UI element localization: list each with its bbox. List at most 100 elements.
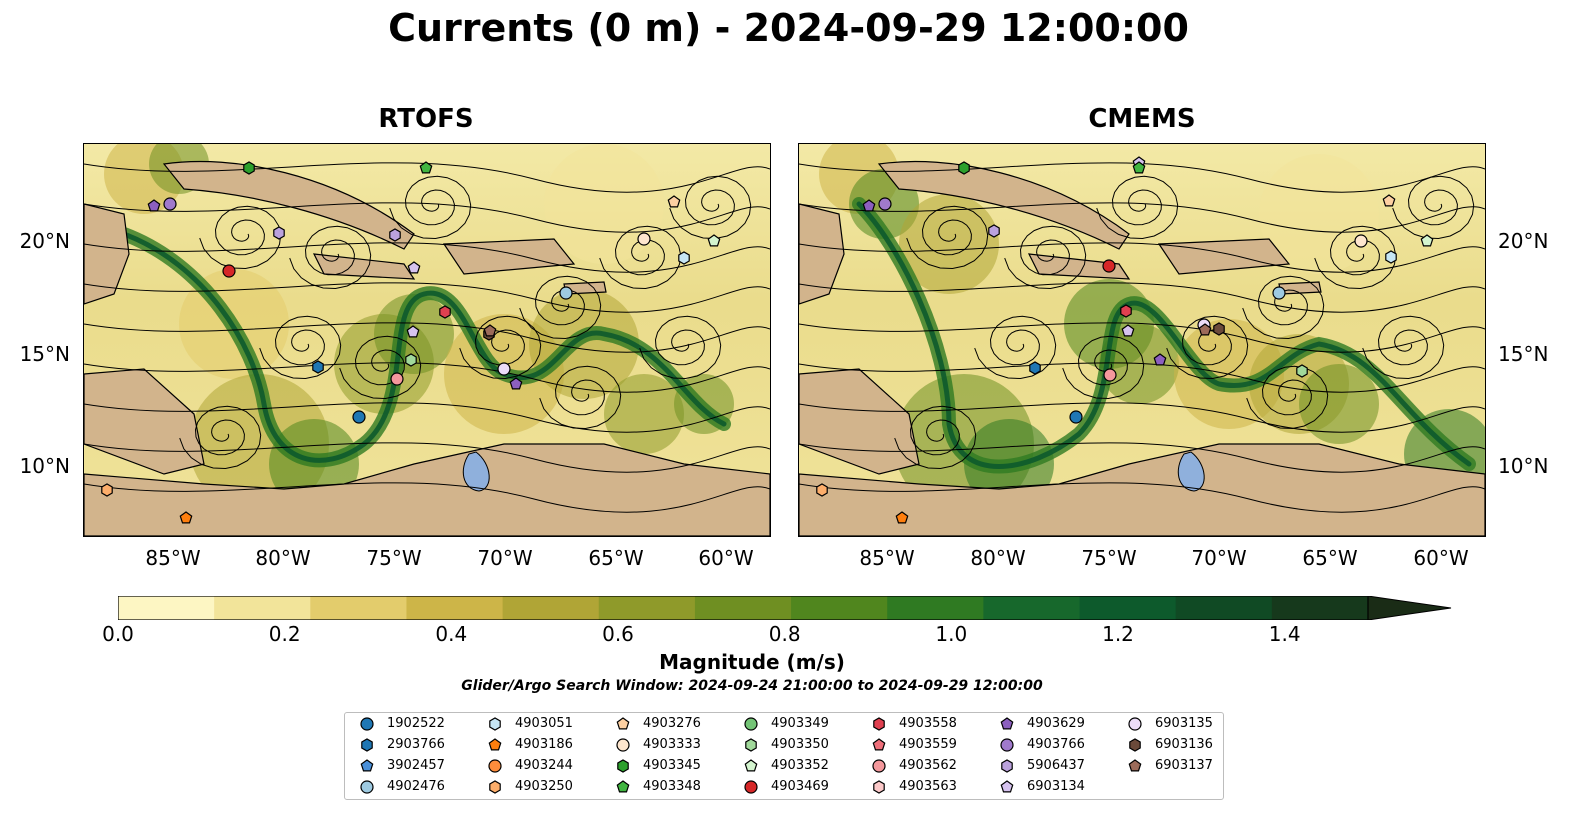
legend-label: 4903333 (643, 737, 701, 752)
float-marker-4902476 (1272, 286, 1286, 300)
legend-marker (360, 759, 374, 772)
colorbar-segment (118, 596, 215, 620)
legend-label: 4903469 (771, 779, 829, 794)
legend-marker (488, 738, 502, 751)
legend-marker (744, 759, 758, 772)
legend-marker (872, 759, 886, 773)
colorbar-tick-label: 1.4 (1268, 622, 1301, 646)
hexagon-marker-icon (1129, 738, 1141, 752)
panel-title-rtofs: RTOFS (378, 104, 474, 134)
legend-label: 4903563 (899, 779, 957, 794)
x-tick-label: 85°W (145, 546, 201, 570)
legend-label: 4903244 (515, 758, 573, 773)
x-tick-label: 85°W (859, 546, 915, 570)
legend: 1902522 2903766 3902457 4902476 4903051 49031… (344, 712, 1224, 800)
x-tick-label: 75°W (366, 546, 422, 570)
legend-label: 4903629 (1027, 716, 1085, 731)
legend-marker (360, 717, 374, 731)
legend-marker (1000, 738, 1014, 752)
float-marker-6903135 (497, 362, 511, 376)
legend-label: 4903276 (643, 716, 701, 731)
central-america-land (84, 368, 205, 475)
float-marker-4903250 (816, 483, 828, 497)
jamaica-land (312, 253, 416, 280)
colorbar-segment (502, 596, 600, 620)
pentagon-marker-icon (1000, 780, 1014, 793)
colorbar-extend-arrow (1367, 596, 1452, 620)
cuba-land (162, 160, 415, 250)
lake-maracaibo (1177, 451, 1205, 492)
float-marker-5906437 (988, 224, 1000, 238)
float-marker-4903766 (163, 197, 177, 211)
cmems-map-svg (799, 144, 1485, 536)
circle-marker-icon (360, 780, 374, 794)
legend-marker (744, 780, 758, 794)
circle-marker-icon (1000, 738, 1014, 752)
legend-label: 4903051 (515, 716, 573, 731)
colorbar-segment (1175, 596, 1273, 620)
pentagon-marker-icon (872, 738, 886, 751)
float-marker-5906437 (389, 228, 401, 242)
legend-marker (360, 780, 374, 794)
hexagon-marker-icon (489, 717, 501, 731)
hexagon-marker-icon (361, 738, 373, 752)
x-tick-label: 60°W (698, 546, 754, 570)
float-marker-4903333 (1354, 234, 1368, 248)
cuba-land (877, 160, 1130, 250)
legend-label: 4903186 (515, 737, 573, 752)
hexagon-marker-icon (873, 780, 885, 794)
legend-label: 2903766 (387, 737, 445, 752)
hispaniola-land (1157, 238, 1291, 275)
colorbar-label: Magnitude (m/s) (659, 650, 845, 674)
x-tick-label: 60°W (1413, 546, 1469, 570)
float-marker-4903629 (1153, 353, 1167, 366)
legend-marker (616, 780, 630, 793)
legend-marker (1129, 738, 1141, 752)
colorbar (118, 596, 1452, 620)
float-marker-4903352 (1420, 234, 1434, 247)
x-tick-label: 70°W (1191, 546, 1247, 570)
colorbar-segment (214, 596, 311, 620)
legend-marker (616, 738, 630, 752)
float-marker-6903134 (1121, 324, 1135, 337)
x-tick-label: 70°W (477, 546, 533, 570)
figure-title: Currents (0 m) - 2024-09-29 12:00:00 (388, 6, 1189, 50)
legend-label: 4903345 (643, 758, 701, 773)
streamlines (84, 162, 770, 513)
pentagon-marker-icon (616, 780, 630, 793)
float-marker-4903558 (439, 305, 451, 319)
circle-marker-icon (616, 738, 630, 752)
colorbar-segment (694, 596, 792, 620)
legend-label: 4903250 (515, 779, 573, 794)
y-tick-label-right: 15°N (1498, 342, 1549, 366)
legend-marker (1128, 759, 1142, 772)
float-marker-4903766 (878, 197, 892, 211)
colorbar-segment (406, 596, 504, 620)
rtofs-map-svg (84, 144, 770, 536)
legend-marker (744, 717, 758, 731)
circle-marker-icon (872, 759, 886, 773)
circle-marker-icon (744, 717, 758, 731)
colorbar-segment (598, 596, 696, 620)
colorbar-segment (983, 596, 1081, 620)
pentagon-marker-icon (360, 759, 374, 772)
x-tick-label: 80°W (255, 546, 311, 570)
map-panel-cmems[interactable] (798, 143, 1486, 537)
current-core (121, 231, 727, 463)
float-marker-4903345 (958, 161, 970, 175)
float-marker-4903348 (1132, 161, 1146, 174)
y-tick-label-left: 15°N (19, 342, 70, 366)
map-panel-rtofs[interactable] (83, 143, 771, 537)
pentagon-marker-icon (488, 738, 502, 751)
circle-marker-icon (488, 759, 502, 773)
legend-label: 6903135 (1155, 716, 1213, 731)
float-marker-6903134 (406, 325, 420, 338)
colorbar-tick-label: 0.6 (602, 622, 634, 646)
float-marker-4903276 (1382, 194, 1396, 207)
float-marker-6903136 (1213, 322, 1225, 336)
pentagon-marker-icon (616, 717, 630, 730)
legend-marker (489, 717, 501, 731)
y-tick-label-left: 20°N (19, 229, 70, 253)
hexagon-marker-icon (617, 759, 629, 773)
legend-label: 3902457 (387, 758, 445, 773)
